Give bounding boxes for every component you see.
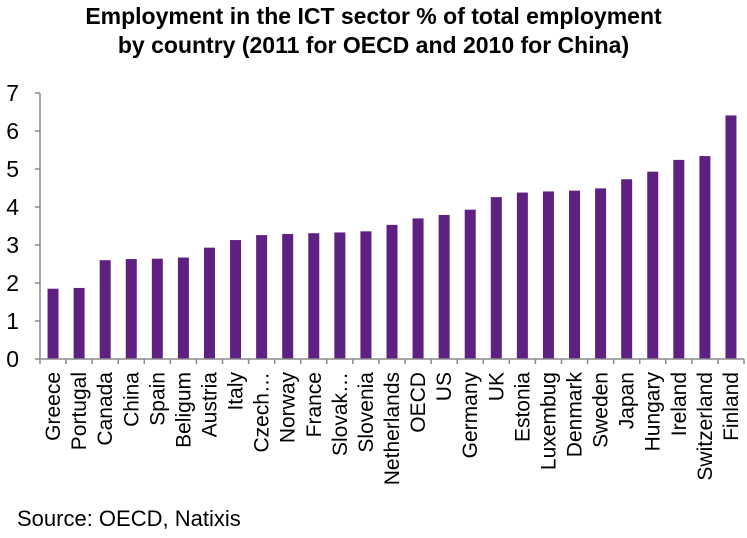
x-tick-label: Estonia bbox=[511, 372, 534, 442]
chart-title-line-1: Employment in the ICT sector % of total … bbox=[85, 3, 662, 29]
x-tick-label: Spain bbox=[146, 372, 169, 426]
x-tick-label: Sweden bbox=[590, 372, 613, 448]
bar-ireland bbox=[673, 159, 685, 359]
x-tick-label: France bbox=[303, 372, 326, 437]
bar-austria bbox=[203, 247, 215, 359]
bar-czech bbox=[256, 235, 268, 359]
x-axis-labels: Greece Portugal Canada China Spain Beligum Aus… bbox=[42, 371, 743, 485]
bar-us bbox=[438, 214, 450, 359]
x-tick-label: Hungary bbox=[642, 372, 665, 452]
y-tick-label: 5 bbox=[6, 156, 19, 182]
x-tick-label: Luxembug bbox=[537, 372, 560, 470]
bar-finland bbox=[725, 115, 737, 359]
bar-hungary bbox=[647, 171, 659, 359]
bar-sweden bbox=[595, 188, 607, 359]
bar-portugal bbox=[73, 287, 85, 359]
bar-italy bbox=[230, 240, 242, 359]
bar-slovenia bbox=[360, 231, 372, 359]
x-tick-label: Norway bbox=[277, 372, 300, 444]
x-tick-label: Finland bbox=[720, 372, 743, 441]
bar-netherlands bbox=[386, 224, 398, 359]
x-tick-label: UK bbox=[485, 372, 508, 401]
x-tick-label: OECD bbox=[407, 372, 430, 433]
bar-series bbox=[47, 115, 737, 359]
bar-norway bbox=[282, 233, 294, 359]
x-tick-label: Switzerland bbox=[694, 372, 717, 481]
y-axis-labels: 0 1 2 3 4 5 6 7 bbox=[6, 80, 19, 372]
bar-japan bbox=[621, 179, 633, 359]
x-tick-label: Ireland bbox=[668, 372, 691, 436]
x-tick-label: Italy bbox=[225, 372, 248, 411]
bar-uk bbox=[490, 197, 502, 359]
bar-denmark bbox=[569, 190, 581, 359]
x-tick-label: Portugal bbox=[68, 372, 91, 450]
y-tick-label: 0 bbox=[6, 346, 19, 372]
y-tick-label: 3 bbox=[6, 232, 19, 258]
x-tick-label: Netherlands bbox=[381, 372, 404, 485]
x-tick-label: Slovak… bbox=[329, 372, 352, 456]
bar-germany bbox=[464, 209, 476, 359]
bar-spain bbox=[151, 258, 163, 359]
bar-estonia bbox=[516, 192, 528, 359]
x-tick-label: Greece bbox=[42, 372, 65, 441]
x-tick-label: US bbox=[433, 372, 456, 401]
chart-axes bbox=[35, 92, 745, 364]
x-tick-label: Slovenia bbox=[355, 372, 378, 453]
x-tick-label: China bbox=[120, 372, 143, 427]
chart-title-line-2: by country (2011 for OECD and 2010 for C… bbox=[117, 32, 630, 58]
x-tick-label: Austria bbox=[198, 372, 221, 438]
chart-title: Employment in the ICT sector % of total … bbox=[0, 2, 747, 60]
x-tick-label: Beligum bbox=[172, 372, 195, 448]
bar-switzerland bbox=[699, 156, 711, 359]
x-tick-label: Japan bbox=[616, 372, 639, 429]
bar-luxembug bbox=[542, 191, 554, 359]
x-tick-label: Czech… bbox=[251, 372, 274, 453]
x-tick-label: Canada bbox=[94, 372, 117, 446]
x-tick-label: Germany bbox=[459, 371, 482, 458]
y-tick-label: 1 bbox=[6, 308, 19, 334]
y-tick-label: 4 bbox=[6, 194, 19, 220]
x-tick-label: Denmark bbox=[564, 372, 587, 458]
bar-beligum bbox=[177, 257, 189, 359]
y-tick-label: 6 bbox=[6, 118, 19, 144]
bar-oecd bbox=[412, 218, 424, 359]
source-note: Source: OECD, Natixis bbox=[17, 506, 241, 531]
bar-china bbox=[125, 259, 137, 359]
y-tick-label: 7 bbox=[6, 80, 19, 106]
bar-greece bbox=[47, 288, 59, 359]
y-tick-label: 2 bbox=[6, 270, 19, 296]
bar-canada bbox=[99, 260, 111, 359]
bar-france bbox=[308, 233, 320, 359]
bar-slovak bbox=[334, 232, 346, 359]
